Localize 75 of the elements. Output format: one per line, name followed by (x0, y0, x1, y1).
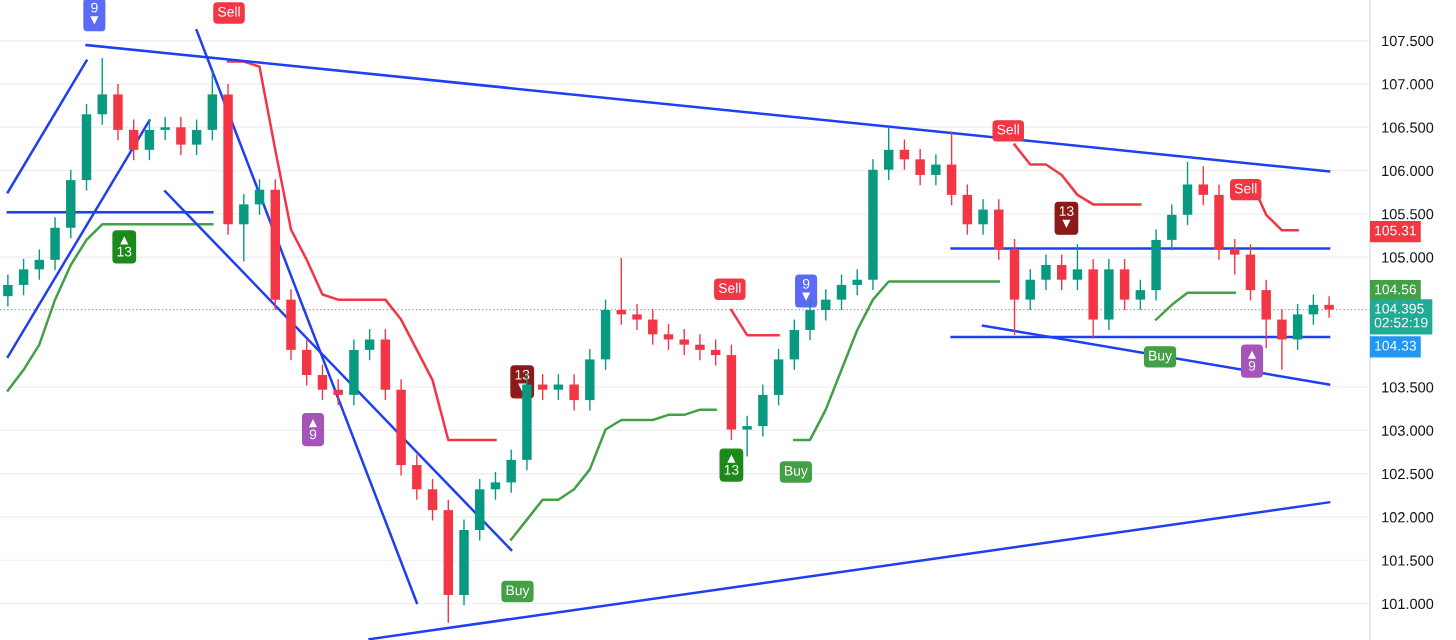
candlestick (569, 373, 579, 412)
y-tick-label: 106.000 (1382, 165, 1434, 177)
annotation: Buy (1149, 350, 1172, 364)
annotation: Sell (718, 282, 741, 293)
y-tick-label: 103.000 (1382, 425, 1434, 436)
candlestick (537, 373, 548, 401)
candlestick (899, 138, 910, 171)
candlestick (18, 258, 29, 297)
candlestick (490, 471, 501, 501)
candlestick (695, 333, 705, 361)
candlestick (1072, 243, 1083, 291)
candlestick (648, 308, 658, 346)
y-tick-label: 105.000 (1382, 252, 1434, 263)
annotation: Sell (997, 124, 1019, 135)
candlestick (3, 273, 13, 308)
candlestick (34, 248, 45, 281)
candlestick (821, 288, 831, 322)
y-tick-label: 101.000 (1382, 598, 1434, 610)
annotation: ▲ 9 (1247, 350, 1257, 371)
candlestick (553, 373, 564, 401)
candlestick (1198, 165, 1208, 206)
candlestick (663, 323, 674, 351)
y-tick-label: 107.500 (1382, 35, 1434, 47)
candlestick (1277, 308, 1287, 371)
y-tick-label: 101.500 (1382, 555, 1434, 566)
candlestick (176, 116, 186, 156)
candlestick (931, 153, 941, 187)
y-tick-label: 102.000 (1382, 512, 1434, 523)
annotation: ▲ 13 (117, 236, 132, 257)
candlestick (679, 328, 689, 356)
candlestick (852, 268, 862, 297)
text: 104.395 02:52:19 (1374, 303, 1428, 328)
candlestick (1025, 268, 1035, 311)
candlestick (1308, 293, 1319, 326)
annotation: ▲ 9 (308, 419, 318, 440)
y-tick-label: 106.500 (1382, 122, 1434, 133)
candlestick (333, 378, 343, 406)
y-tick-label: 105.500 (1382, 209, 1434, 220)
annotation: 9 ▼ (90, 2, 99, 25)
y-tick-label: 102.500 (1382, 468, 1434, 480)
candlestick (191, 118, 202, 156)
candlestick (254, 178, 265, 216)
candlestick (883, 126, 894, 181)
annotation: Sell (218, 6, 240, 17)
candlestick (915, 148, 925, 187)
candlestick (160, 116, 170, 141)
candlestick (836, 273, 847, 311)
annotation: Buy (506, 585, 530, 598)
candlestick (1041, 253, 1051, 291)
candlestick (978, 198, 988, 236)
candlestick (1056, 253, 1067, 291)
text: 104.33 (1375, 340, 1416, 351)
annotation: Sell (1234, 183, 1257, 194)
annotation: ▲ 13 (724, 454, 739, 475)
candlestick (742, 415, 752, 458)
candlestick (144, 118, 155, 161)
annotation: 13 ▼ (1059, 206, 1074, 228)
y-tick-label: 107.000 (1382, 79, 1434, 90)
text: 104.56 (1375, 284, 1416, 295)
text: 105.31 (1375, 225, 1416, 236)
annotation: 9 ▼ (802, 278, 811, 301)
candlestick (427, 478, 438, 522)
annotation: Buy (785, 466, 808, 479)
candlestick (710, 338, 721, 367)
candlestick (128, 118, 139, 161)
candlestick (632, 303, 642, 331)
y-tick-label: 103.500 (1382, 382, 1434, 393)
candlestick (364, 328, 375, 361)
candlestick (239, 193, 249, 263)
candlestick (1230, 238, 1240, 276)
candlestick (1324, 295, 1334, 319)
candlestick (97, 57, 107, 126)
candlestick (317, 363, 328, 401)
candlestick (1135, 279, 1146, 311)
candlestick (506, 448, 516, 494)
